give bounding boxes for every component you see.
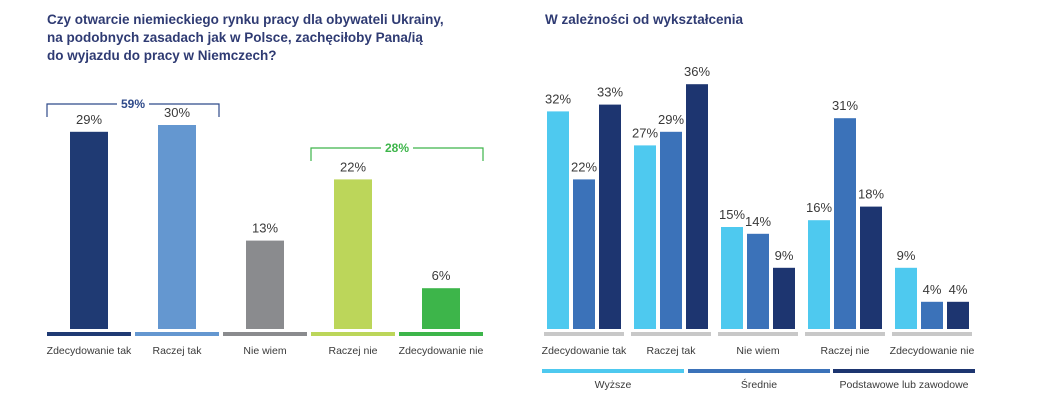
bar [158,125,196,329]
bracket-label: 59% [121,97,145,111]
legend-swatch [833,369,975,373]
left-title-line-3: do wyjazdu do pracy w Niemczech? [47,48,277,63]
value-label: 18% [858,187,884,202]
right-chart-title: W zależności od wykształcenia [545,12,744,27]
value-label: 31% [832,98,858,113]
category-underline [311,332,395,336]
category-label: Zdecydowanie nie [890,345,975,357]
value-label: 15% [719,207,745,222]
bar [334,179,372,329]
bar [660,131,682,329]
value-label: 4% [949,282,968,297]
legend-swatch [688,369,830,373]
bar [921,301,943,329]
category-label: Raczej tak [152,345,202,357]
category-label: Nie wiem [736,345,779,357]
bar [573,179,595,329]
value-label: 9% [775,248,794,263]
value-label: 9% [897,248,916,263]
category-underline [135,332,219,336]
category-underline [718,332,798,336]
bar [860,206,882,329]
category-label: Zdecydowanie tak [47,345,132,357]
legend-label: Podstawowe lub zawodowe [840,379,969,391]
bar [70,131,108,329]
value-label: 29% [76,112,102,127]
bar [773,267,795,329]
legend-label: Średnie [741,378,777,391]
bracket-label: 28% [385,141,409,155]
bar [808,220,830,329]
bar [721,227,743,329]
value-label: 29% [658,112,684,127]
category-label: Raczej tak [646,345,696,357]
value-label: 22% [571,159,597,174]
bracket-label-bg [117,95,149,111]
bar [422,288,460,329]
category-underline [399,332,483,336]
category-underline [47,332,131,336]
category-underline [544,332,624,336]
category-underline [805,332,885,336]
bar [947,301,969,329]
category-label: Zdecydowanie tak [542,345,627,357]
category-underline [892,332,972,336]
bar [547,111,569,330]
value-label: 36% [684,64,710,79]
value-label: 32% [545,91,571,106]
bar [246,240,284,329]
bar [599,104,621,329]
value-label: 27% [632,125,658,140]
bar [834,118,856,329]
category-underline [223,332,307,336]
left-chart-title: Czy otwarcie niemieckiego rynku pracy dl… [47,12,444,63]
value-label: 22% [340,159,366,174]
value-label: 6% [432,268,451,283]
bar [747,233,769,329]
value-label: 30% [164,105,190,120]
category-label: Raczej nie [820,345,869,357]
left-title-line-1: Czy otwarcie niemieckiego rynku pracy dl… [47,12,444,27]
left-chart: 29% Zdecydowanie tak 30% Raczej tak 13% Nie w… [46,95,484,357]
bracket-label-bg [381,139,413,155]
value-label: 13% [252,221,278,236]
left-title-line-2: na podobnych zasadach jak w Polsce, zach… [47,30,423,45]
category-label: Raczej nie [328,345,377,357]
bar [895,267,917,329]
bar [686,84,708,329]
legend-swatch [542,369,684,373]
right-chart: 32% 22% 33% Zdecydowanie tak 27%29% 36% Raczej… [542,64,975,391]
category-label: Nie wiem [243,345,286,357]
value-label: 4% [923,282,942,297]
value-label: 16% [806,200,832,215]
bar [634,145,656,329]
category-underline [631,332,711,336]
value-label: 14% [745,214,771,229]
legend-label: Wyższe [595,379,632,391]
category-label: Zdecydowanie nie [399,345,484,357]
value-label: 33% [597,85,623,100]
